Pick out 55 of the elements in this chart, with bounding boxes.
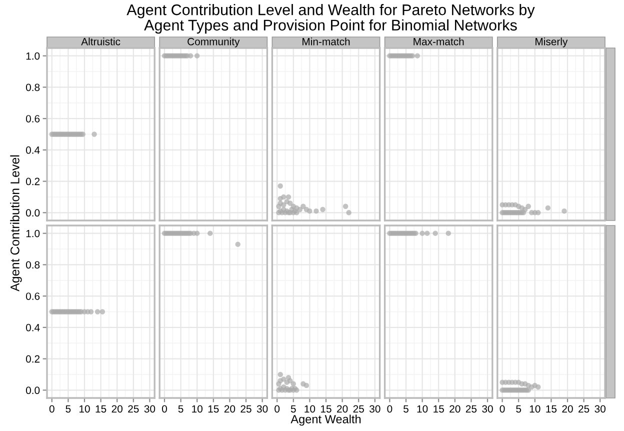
x-tick-label: 25 — [240, 405, 252, 413]
x-tick-label: 25 — [353, 405, 364, 413]
y-tick-label: 0.4 — [26, 324, 40, 332]
x-tick-label: 5 — [516, 405, 522, 413]
x-tick-label: 20 — [112, 405, 122, 413]
x-tick-label: 10 — [530, 405, 540, 413]
x-tick-label: 15 — [321, 405, 332, 413]
y-tick-label: 0.2 — [26, 355, 40, 363]
x-tick-label: 5 — [290, 405, 296, 413]
y-tick-label: 0.0 — [26, 209, 40, 217]
x-tick-label: 0 — [500, 405, 505, 413]
y-tick-label: 1.0 — [26, 52, 40, 60]
chart-subtitle: Altruistic — [81, 38, 120, 46]
x-tick-label: 15 — [208, 405, 219, 413]
y-tick-label: 0.0 — [26, 386, 40, 394]
x-tick-label: 20 — [562, 405, 573, 413]
x-tick-label: 30 — [256, 405, 268, 413]
y-tick-label: 0.8 — [26, 261, 40, 269]
y-tick-label: 0.6 — [26, 292, 40, 300]
text: Agent Contribution Level and Wealth for Pareto Networks by Agent Types and Provision Point for Binomial Networks — [126, 4, 535, 34]
chart-subtitle: Miserly — [536, 38, 568, 48]
x-tick-label: 20 — [337, 405, 348, 413]
x-tick-label: 0 — [49, 405, 54, 413]
x-tick-label: 25 — [578, 405, 590, 413]
y-tick-label: 0.6 — [26, 115, 40, 122]
x-tick-label: 15 — [96, 405, 106, 413]
x-tick-label: 15 — [434, 405, 444, 413]
x-tick-label: 10 — [80, 405, 90, 413]
x-tick-label: 25 — [466, 405, 477, 413]
y-tick-label: 0.2 — [26, 178, 40, 186]
x-tick-label: 25 — [128, 405, 139, 413]
x-tick-label: 20 — [450, 405, 460, 413]
chart-subtitle: Max-match — [414, 38, 464, 46]
x-tick-label: 15 — [546, 405, 557, 413]
x-tick-label: 30 — [144, 405, 156, 413]
x-axis-title: Agent Wealth — [290, 414, 361, 426]
x-tick-label: 0 — [162, 405, 167, 413]
x-tick-label: 5 — [404, 405, 408, 413]
x-tick-label: 10 — [417, 405, 428, 413]
chart-subtitle: Min-match — [302, 38, 350, 46]
chart-subtitle: Community — [188, 38, 240, 48]
y-tick-label: 0.8 — [26, 84, 40, 92]
x-tick-label: 30 — [594, 405, 606, 413]
x-tick-label: 10 — [304, 405, 316, 413]
y-tick-label: 1.0 — [26, 230, 40, 238]
x-tick-label: 5 — [66, 405, 71, 413]
x-tick-label: 0 — [387, 405, 392, 413]
y-tick-label: 0.4 — [26, 146, 40, 154]
y-axis-title: Agent Contribution Level — [10, 155, 22, 292]
x-tick-label: 30 — [482, 405, 493, 413]
x-tick-label: 0 — [274, 405, 280, 413]
x-tick-label: 5 — [178, 405, 184, 413]
x-tick-label: 20 — [224, 405, 236, 413]
x-tick-label: 10 — [192, 405, 202, 413]
x-tick-label: 30 — [370, 405, 380, 413]
